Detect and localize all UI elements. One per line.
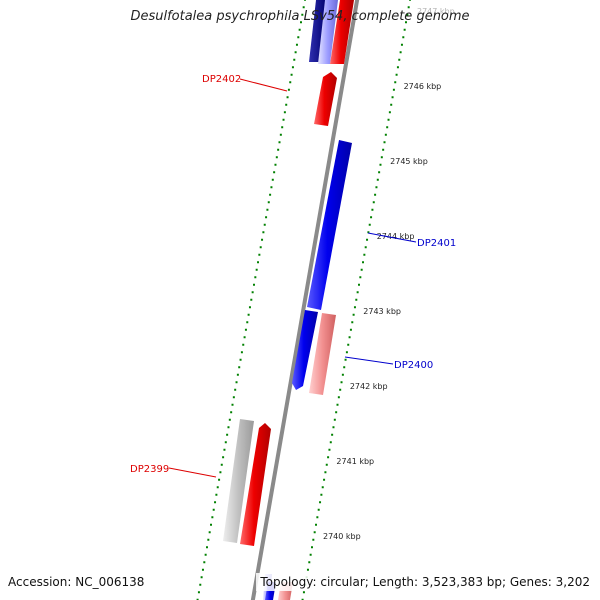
gene-label-dp2400: DP2400 bbox=[394, 360, 433, 371]
scale-label-2747: 2747 kbp bbox=[417, 7, 455, 16]
scale-label-2744: 2744 kbp bbox=[377, 232, 415, 241]
leader-dp2400 bbox=[344, 356, 394, 365]
scale-label-2743: 2743 kbp bbox=[363, 307, 401, 316]
gene-dp2401 bbox=[307, 140, 352, 310]
scale-label-2742: 2742 kbp bbox=[350, 382, 388, 391]
gene-navy-top bbox=[309, 0, 326, 62]
gene-red-top bbox=[330, 0, 354, 64]
map-title: Desulfotalea psychrophila LSv54, complet… bbox=[130, 9, 470, 24]
gene-labels: DP2402 DP2401 DP2400 DP2399 bbox=[130, 74, 456, 475]
gene-dp2402 bbox=[314, 72, 337, 126]
gene-label-dp2402: DP2402 bbox=[202, 74, 241, 85]
gene-track bbox=[223, 0, 354, 600]
scale-label-2741: 2741 kbp bbox=[336, 457, 374, 466]
outer-tick-track bbox=[196, 0, 307, 600]
scale-label-2740: 2740 kbp bbox=[323, 532, 361, 541]
gene-label-leaders bbox=[168, 78, 417, 478]
leader-dp2401 bbox=[367, 232, 417, 243]
accession-text: Accession: NC_006138 bbox=[8, 575, 145, 589]
gene-light-red-mid bbox=[309, 313, 336, 395]
leader-dp2402 bbox=[239, 78, 288, 92]
genome-stats-text: Topology: circular; Length: 3,523,383 bp… bbox=[260, 575, 590, 589]
gene-label-dp2399: DP2399 bbox=[130, 464, 169, 475]
scale-labels: 2747 kbp 2746 kbp 2745 kbp 2744 kbp 2743 kbp… bbox=[323, 7, 455, 541]
scale-label-2745: 2745 kbp bbox=[390, 157, 428, 166]
leader-dp2399 bbox=[168, 467, 217, 478]
genome-backbone bbox=[250, 0, 360, 600]
inner-tick-track bbox=[301, 0, 412, 600]
gene-dp2400 bbox=[292, 310, 318, 390]
footer-background-right bbox=[256, 573, 596, 591]
footer-background bbox=[4, 573, 154, 591]
gene-blue-light-top bbox=[318, 0, 338, 64]
gene-dp2399 bbox=[240, 423, 271, 546]
gene-label-dp2401: DP2401 bbox=[417, 238, 456, 249]
scale-label-2746: 2746 kbp bbox=[404, 82, 442, 91]
gene-gray bbox=[223, 419, 254, 543]
